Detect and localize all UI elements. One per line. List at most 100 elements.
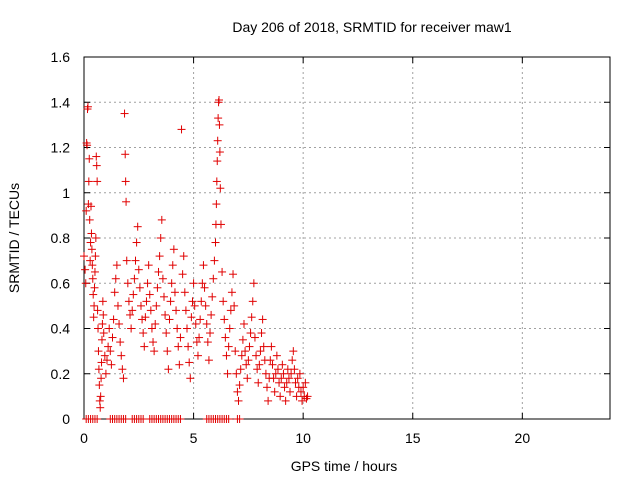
- data-point: [179, 252, 188, 261]
- data-point: [146, 306, 155, 315]
- data-point: [271, 369, 280, 378]
- data-point: [281, 396, 290, 405]
- data-point: [184, 342, 193, 351]
- data-point: [236, 365, 245, 374]
- data-point: [289, 347, 298, 356]
- data-point: [210, 256, 219, 265]
- data-point: [97, 335, 106, 344]
- x-tick-label: 15: [405, 430, 421, 446]
- data-point: [208, 292, 217, 301]
- data-point: [295, 369, 304, 378]
- data-point: [101, 369, 110, 378]
- data-point: [93, 306, 102, 315]
- data-point: [142, 297, 151, 306]
- data-point: [89, 313, 98, 322]
- data-point: [145, 290, 154, 299]
- data-point: [132, 238, 141, 247]
- data-point: [84, 177, 93, 186]
- data-point: [183, 324, 192, 333]
- data-point: [111, 274, 120, 283]
- data-point: [123, 279, 132, 288]
- data-point: [85, 215, 94, 224]
- x-tick-label: 5: [190, 430, 198, 446]
- y-tick-label: 0.6: [51, 275, 71, 291]
- data-point: [247, 313, 256, 322]
- data-point: [110, 288, 119, 297]
- y-tick-label: 1: [62, 185, 70, 201]
- data-point: [94, 324, 103, 333]
- data-point: [155, 252, 164, 261]
- data-point: [100, 351, 109, 360]
- data-point: [258, 315, 267, 324]
- data-point: [197, 297, 206, 306]
- data-point: [293, 374, 302, 383]
- data-point: [235, 415, 244, 423]
- data-point: [159, 292, 168, 301]
- data-point: [97, 374, 106, 383]
- data-point: [248, 297, 257, 306]
- data-point: [185, 358, 194, 367]
- data-point: [287, 369, 296, 378]
- data-point: [231, 347, 240, 356]
- data-point: [200, 283, 209, 292]
- data-point: [93, 177, 102, 186]
- data-point: [105, 324, 114, 333]
- data-point: [252, 351, 261, 360]
- data-point: [90, 301, 99, 310]
- grid-lines: [84, 57, 610, 419]
- data-point: [94, 365, 103, 374]
- data-point: [273, 365, 282, 374]
- data-point: [279, 369, 288, 378]
- data-point: [81, 279, 90, 288]
- data-point: [121, 150, 130, 159]
- x-tick-label: 20: [515, 430, 531, 446]
- data-point: [254, 378, 263, 387]
- data-point: [88, 274, 97, 283]
- data-point: [144, 261, 153, 270]
- data-point: [91, 234, 100, 242]
- data-point: [195, 333, 204, 342]
- data-point: [221, 333, 230, 342]
- data-point: [199, 261, 208, 270]
- data-point: [166, 297, 175, 306]
- data-point: [257, 329, 266, 338]
- data-point: [140, 342, 149, 351]
- data-point: [298, 396, 307, 405]
- data-point: [186, 374, 195, 383]
- data-point: [206, 329, 215, 338]
- data-point: [218, 267, 227, 276]
- data-point: [292, 392, 301, 401]
- data-point: [124, 297, 133, 306]
- data-point: [250, 333, 259, 342]
- data-point: [207, 310, 216, 319]
- data-point: [150, 347, 159, 356]
- data-point: [255, 360, 264, 369]
- data-point: [119, 374, 128, 383]
- data-point: [176, 415, 185, 423]
- data-point: [229, 270, 238, 279]
- data-point: [270, 387, 279, 396]
- data-point: [277, 374, 286, 383]
- data-point: [201, 301, 210, 310]
- data-point: [181, 306, 190, 315]
- data-point: [118, 365, 127, 374]
- data-point: [109, 315, 118, 324]
- data-point: [239, 319, 248, 328]
- y-tick-label: 0: [62, 411, 70, 427]
- data-point: [299, 383, 308, 392]
- data-point: [215, 120, 224, 129]
- data-point: [141, 313, 150, 322]
- data-point: [97, 358, 106, 367]
- data-point: [107, 360, 116, 369]
- data-point: [122, 256, 131, 265]
- data-point: [215, 95, 224, 104]
- data-point: [272, 351, 281, 360]
- data-point: [149, 338, 158, 347]
- data-point: [121, 177, 130, 186]
- data-point: [133, 222, 142, 231]
- data-point: [128, 306, 137, 315]
- data-point: [209, 274, 218, 283]
- data-point: [222, 351, 231, 360]
- data-point: [154, 267, 163, 276]
- data-point: [126, 310, 135, 319]
